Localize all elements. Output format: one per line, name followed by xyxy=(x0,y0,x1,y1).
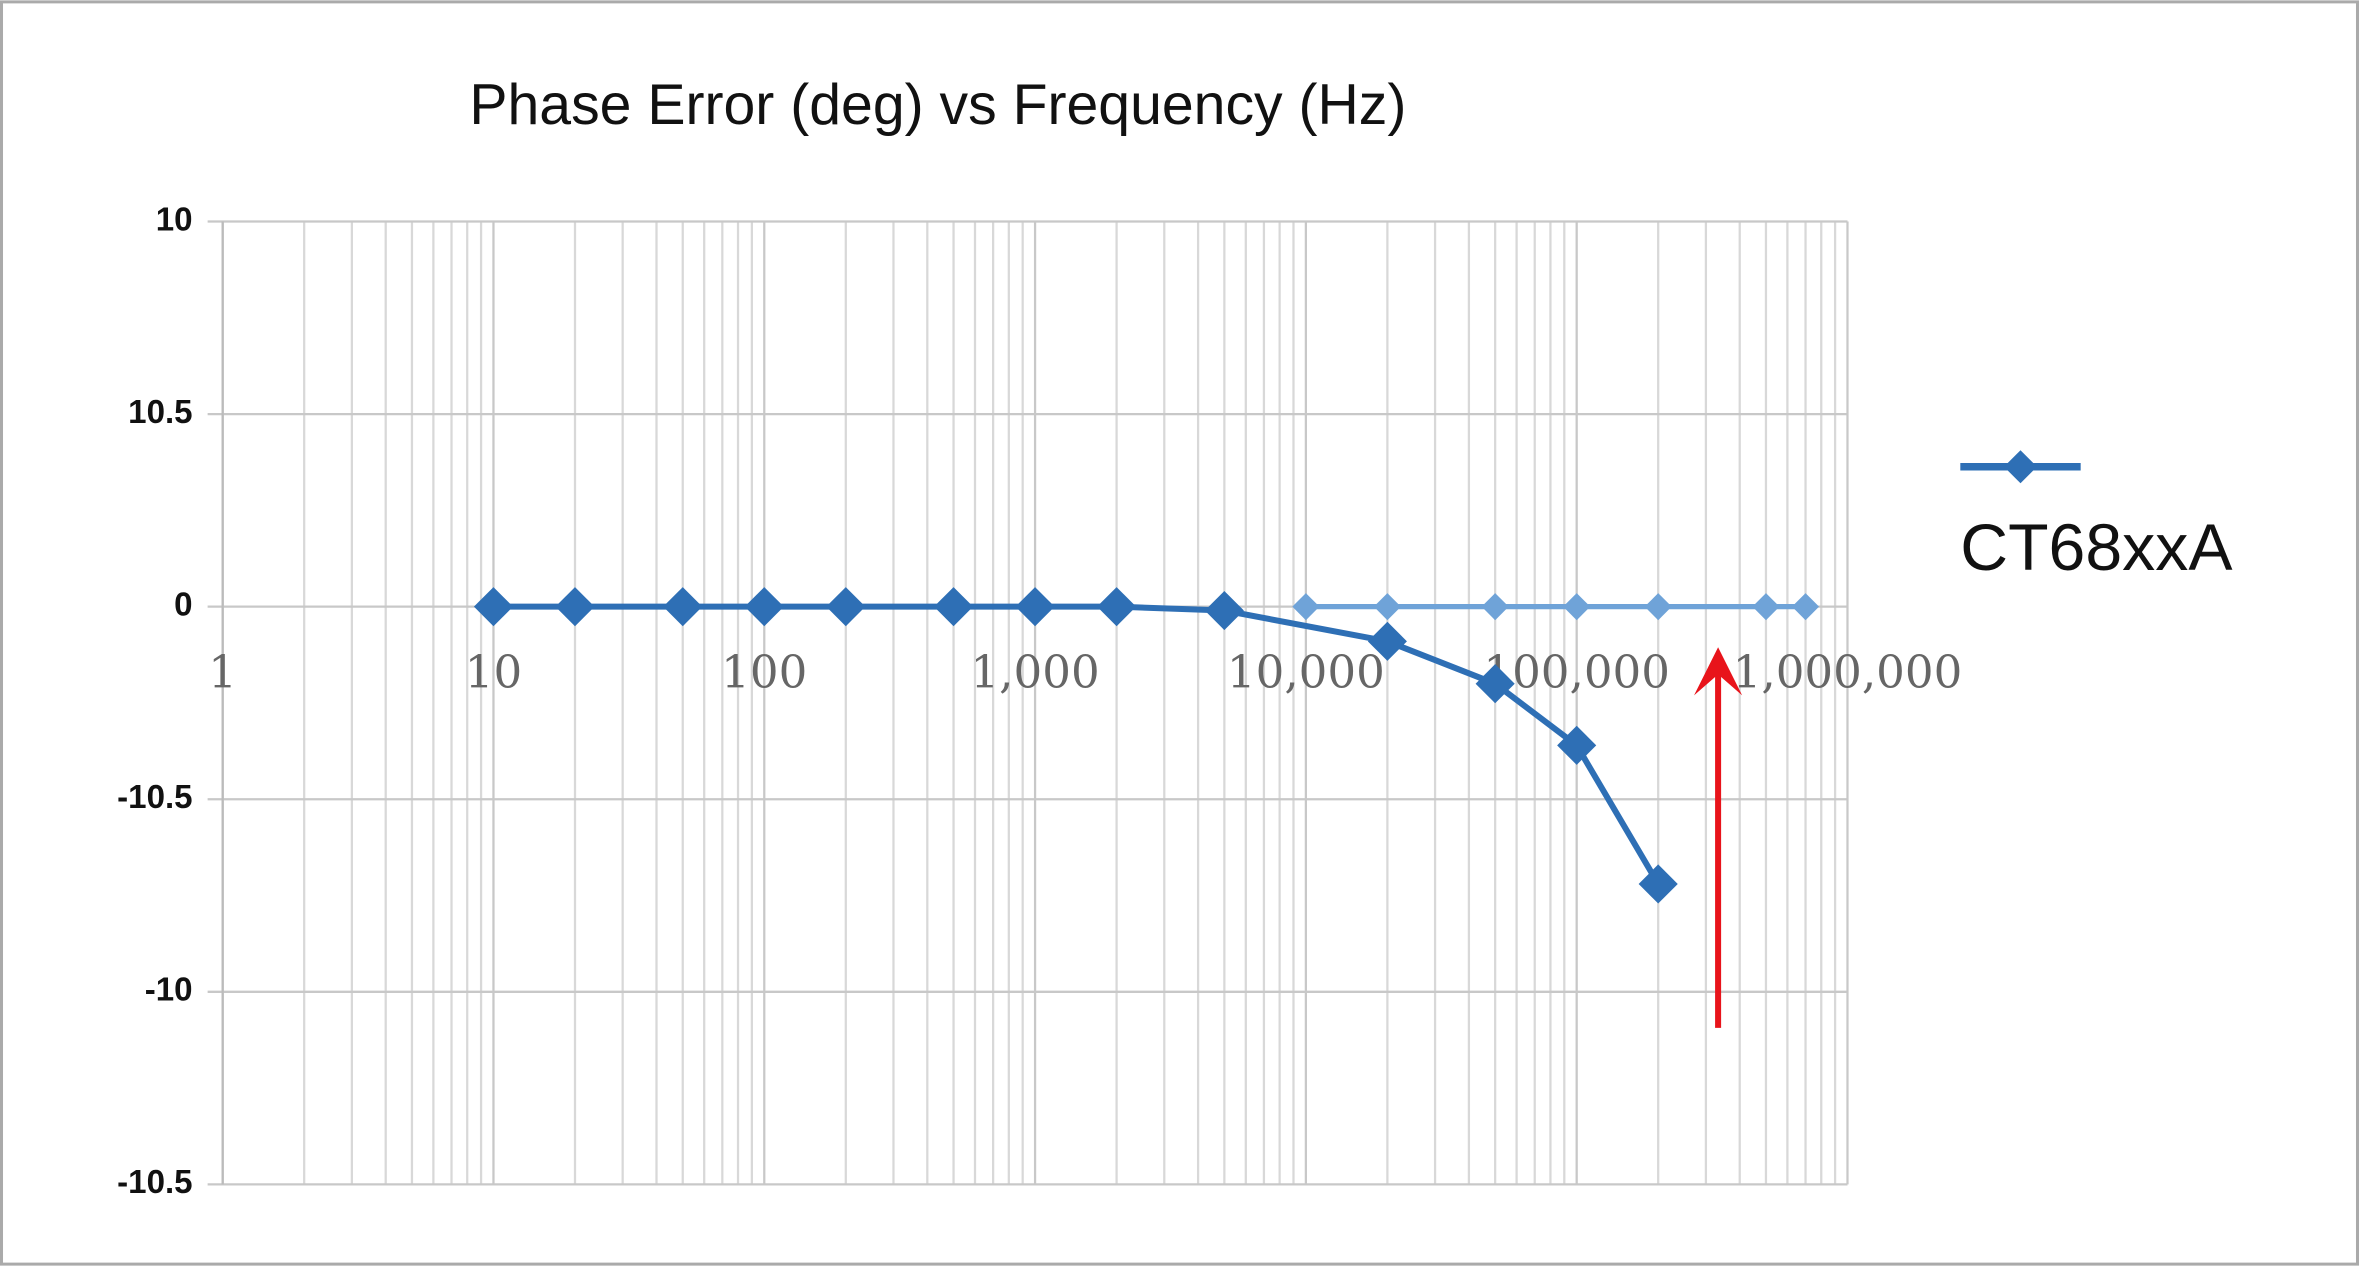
data-point xyxy=(1292,593,1320,621)
data-point xyxy=(1204,590,1244,631)
y-tick-label: 10 xyxy=(156,201,193,238)
data-point xyxy=(663,587,703,627)
ticks: 1 10 100 1,000 10,000 100,000 1,000,000 10 10.5 0… xyxy=(117,201,1962,1201)
x-tick-label: 10,000 xyxy=(1227,645,1385,698)
x-tick-label: 1 xyxy=(208,645,237,698)
data-point xyxy=(1563,593,1591,621)
x-tick-label: 100 xyxy=(721,645,807,698)
legend: CT68xxA xyxy=(1960,450,2233,585)
y-tick-label: -10.5 xyxy=(117,779,192,816)
y-tick-label: -10 xyxy=(145,972,193,1009)
annotation-arrowhead xyxy=(1694,647,1743,696)
data-point xyxy=(1644,593,1672,621)
data-point xyxy=(1475,664,1515,704)
data-point xyxy=(1367,621,1407,661)
x-tick-label: 1,000 xyxy=(970,645,1099,698)
data-point xyxy=(1752,593,1780,621)
y-tick-label: 0 xyxy=(174,586,192,623)
x-tick-label: 1,000,000 xyxy=(1733,645,1963,698)
grid xyxy=(207,220,1849,1186)
x-tick-label: 100,000 xyxy=(1483,645,1670,698)
y-tick-label: -10.5 xyxy=(117,1164,192,1201)
data-point xyxy=(1373,593,1401,621)
data-point xyxy=(1791,593,1820,621)
x-tick-label: 10 xyxy=(465,645,522,698)
y-tick-label: 10.5 xyxy=(128,394,192,431)
chart-title: Phase Error (deg) vs Frequency (Hz) xyxy=(469,73,1406,137)
data-point xyxy=(1557,725,1597,765)
legend-label: CT68xxA xyxy=(1960,511,2233,585)
legend-marker xyxy=(2003,450,2038,484)
